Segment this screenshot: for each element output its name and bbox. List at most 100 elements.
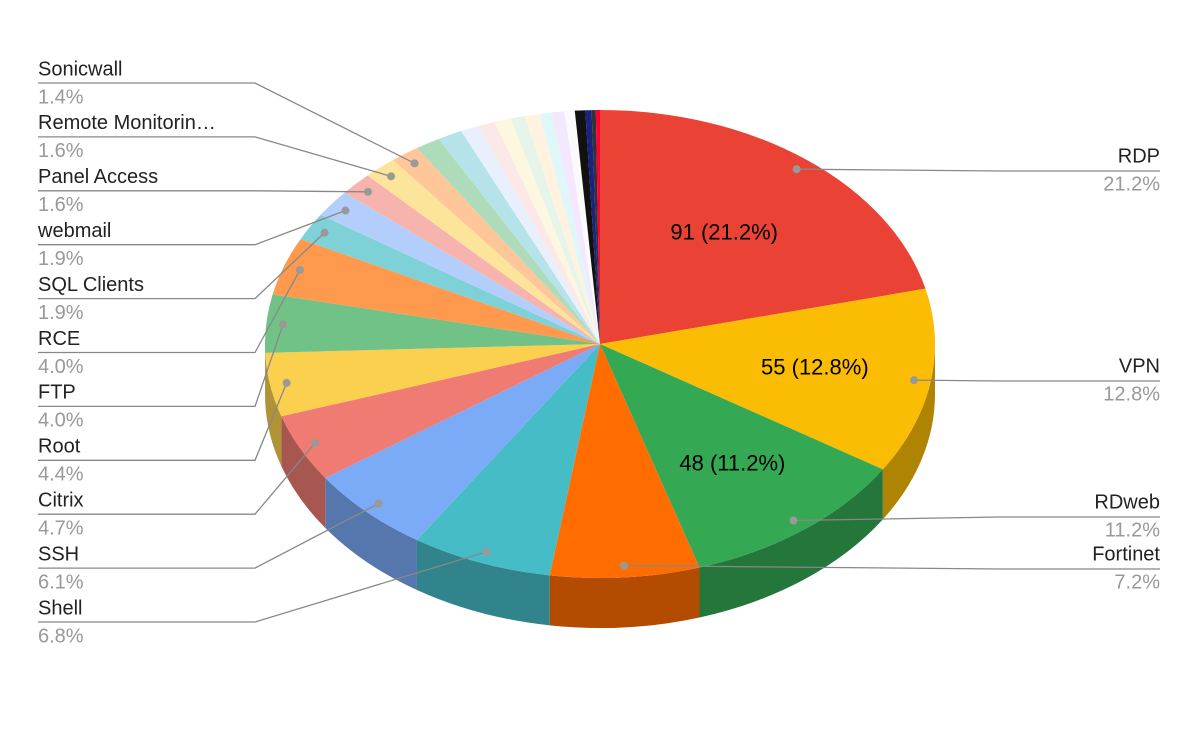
value-label: 7.2%: [1114, 571, 1160, 593]
slice: [272, 239, 600, 344]
leader-line: [914, 379, 1160, 382]
legend-label: SSH: [38, 543, 79, 565]
legend-label: Panel Access: [38, 166, 158, 188]
slice: [524, 113, 600, 344]
value-label: 4.4%: [38, 464, 84, 486]
slice-label: 55 (12.8%): [761, 355, 869, 380]
slice-side: [549, 567, 700, 628]
leader-dot: [910, 376, 919, 385]
slice: [461, 125, 600, 345]
value-label: 4.0%: [38, 356, 84, 378]
slice: [539, 112, 600, 345]
leader-dot: [789, 516, 798, 525]
slice: [551, 111, 600, 344]
legend-label: Sonicwall: [38, 58, 122, 80]
leader-dot: [311, 439, 320, 448]
slice: [600, 288, 935, 470]
slice-side: [416, 539, 550, 626]
slice: [438, 131, 600, 344]
slice-side: [699, 469, 883, 618]
leader-dot: [278, 320, 287, 329]
leader-dot: [364, 187, 373, 196]
leader-line: [796, 168, 1160, 172]
legend-label: RCE: [38, 328, 80, 350]
legend-label: Fortinet: [1092, 543, 1160, 565]
slice-side: [281, 416, 326, 528]
leader-line: [38, 209, 346, 246]
slice: [591, 110, 600, 344]
slice-label: 91 (21.2%): [670, 219, 778, 244]
value-label: 11.2%: [1105, 519, 1160, 541]
leader-line: [38, 324, 284, 408]
slice: [478, 121, 600, 344]
slice: [585, 110, 600, 344]
slice: [344, 175, 600, 344]
slice: [600, 344, 883, 568]
leader-line: [38, 232, 326, 300]
slice: [281, 344, 600, 478]
slice-side: [882, 344, 935, 520]
leader-dot: [374, 499, 383, 508]
value-label: 12.8%: [1103, 383, 1160, 405]
slice: [600, 110, 926, 344]
legend-label: VPN: [1119, 355, 1160, 377]
legend-label: RDweb: [1094, 491, 1160, 513]
leader-line: [38, 551, 487, 623]
slice: [510, 115, 600, 344]
leader-dot: [320, 228, 329, 237]
slice: [494, 118, 600, 344]
leader-dot: [792, 165, 801, 174]
slice-side: [265, 352, 282, 467]
slice-label: 48 (11.2%): [679, 451, 785, 476]
leader-line: [38, 82, 415, 164]
slice: [325, 344, 600, 540]
leader-dot: [341, 206, 350, 215]
leader-line: [38, 190, 369, 193]
legend-label: FTP: [38, 382, 76, 404]
value-label: 6.1%: [38, 571, 84, 593]
value-label: 1.4%: [38, 86, 84, 108]
legend-label: SQL Clients: [38, 274, 144, 296]
value-label: 1.6%: [38, 194, 84, 216]
slice: [265, 344, 600, 417]
leader-dot: [410, 159, 419, 168]
leader-line: [38, 269, 301, 354]
value-label: 1.9%: [38, 302, 84, 324]
leader-line: [793, 516, 1160, 522]
leader-dot: [295, 266, 304, 275]
value-label: 1.9%: [38, 248, 84, 270]
slice: [393, 148, 600, 344]
leader-line: [623, 565, 1160, 570]
value-label: 4.7%: [38, 517, 84, 539]
value-label: 1.6%: [38, 140, 84, 162]
slice: [320, 192, 600, 344]
slice: [265, 294, 600, 353]
leader-dot: [282, 378, 291, 387]
value-label: 21.2%: [1103, 173, 1160, 195]
slice: [416, 138, 600, 344]
leader-dot: [619, 561, 628, 570]
legend-label: RDP: [1118, 145, 1160, 167]
slice: [300, 214, 600, 344]
leader-dot: [482, 547, 491, 556]
legend-label: Remote Monitorin…: [38, 112, 216, 134]
legend-label: Shell: [38, 597, 82, 619]
slice: [574, 110, 600, 345]
legend-label: webmail: [37, 220, 111, 242]
value-label: 6.8%: [38, 625, 84, 647]
slice: [564, 110, 600, 344]
value-label: 4.0%: [38, 410, 84, 432]
slice: [367, 160, 600, 344]
slice-side: [325, 477, 417, 590]
slice: [416, 344, 600, 576]
leader-line: [38, 442, 316, 515]
legend-label: Root: [38, 436, 81, 458]
legend-label: Citrix: [38, 489, 84, 511]
leader-line: [38, 503, 379, 569]
slice: [595, 110, 600, 344]
slice: [549, 344, 700, 578]
leader-line: [38, 382, 288, 461]
leader-dot: [387, 172, 396, 181]
leader-line: [38, 136, 392, 177]
